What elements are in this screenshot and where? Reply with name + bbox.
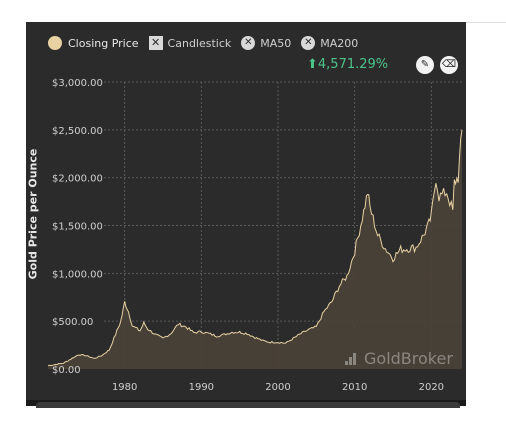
price-change-value: 4,571.29% [317, 57, 389, 72]
y-tick-label: $0.00 [52, 365, 81, 376]
y-tick-label: $2,000.00 [52, 174, 103, 185]
legend-label: Candlestick [167, 36, 232, 50]
x-tick-label: 2000 [265, 382, 290, 393]
x-circle-icon: ✕ [241, 36, 256, 50]
x-tick-labels: 1980 1990 2000 2010 2020 [112, 382, 444, 393]
pencil-icon: ✎ [420, 59, 430, 70]
pencil-button[interactable]: ✎ [416, 56, 434, 74]
up-arrow-icon: ⬆ [307, 57, 318, 72]
area-layer [47, 129, 463, 369]
circle-swatch-icon [48, 36, 62, 50]
watermark: GoldBroker [345, 349, 453, 368]
series-line-closing-price [47, 129, 463, 367]
series-area-closing-price [48, 129, 462, 369]
legend-label: MA50 [260, 36, 292, 50]
x-tick-label: 1980 [112, 382, 137, 393]
legend-item-closing-price[interactable]: Closing Price [48, 36, 139, 50]
y-tick-label: $500.00 [52, 317, 93, 328]
legend-item-ma200[interactable]: ✕ MA200 [301, 36, 358, 50]
y-tick-label: $1,500.00 [52, 222, 103, 233]
legend-label: Closing Price [68, 36, 139, 50]
x-tick-label: 2010 [342, 382, 367, 393]
y-tick-label: $1,000.00 [52, 269, 103, 280]
bars-logo-icon [345, 352, 359, 365]
x-circle-icon: ✕ [301, 36, 316, 50]
eraser-button[interactable]: ⌫ [440, 56, 458, 74]
eraser-icon: ⌫ [441, 59, 457, 70]
y-tick-label: $3,000.00 [52, 78, 103, 89]
legend-item-candlestick[interactable]: ✕ Candlestick [148, 36, 232, 50]
x-box-icon: ✕ [148, 36, 163, 50]
watermark-text: GoldBroker [364, 349, 453, 368]
top-divider [466, 22, 506, 23]
x-tick-label: 2020 [419, 382, 444, 393]
legend-label: MA200 [320, 36, 359, 50]
legend: Closing Price ✕ Candlestick ✕ MA50 ✕ MA2… [48, 33, 368, 53]
scrollbar[interactable] [36, 402, 460, 408]
y-tick-label: $2,500.00 [52, 126, 103, 137]
y-tick-labels: $0.00 $500.00 $1,000.00 $1,500.00 $2,000.00 $… [52, 78, 103, 376]
legend-item-ma50[interactable]: ✕ MA50 [241, 36, 291, 50]
price-change: ⬆4,571.29% [307, 57, 388, 72]
x-tick-label: 1990 [189, 382, 214, 393]
